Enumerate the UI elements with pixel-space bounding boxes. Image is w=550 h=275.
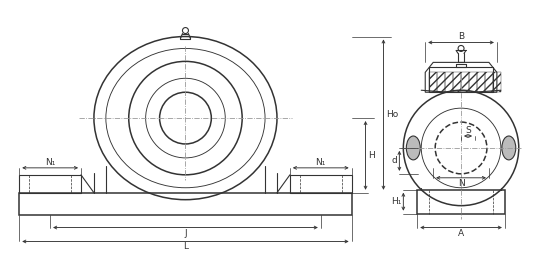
Text: H: H xyxy=(368,151,375,160)
Ellipse shape xyxy=(502,136,516,160)
Text: N: N xyxy=(458,179,464,188)
Text: H₁: H₁ xyxy=(391,197,401,206)
Text: N₁: N₁ xyxy=(45,158,56,167)
Text: N₁: N₁ xyxy=(316,158,326,167)
Text: B: B xyxy=(458,32,464,42)
Text: d: d xyxy=(392,156,398,165)
Ellipse shape xyxy=(406,136,420,160)
Text: L: L xyxy=(183,243,188,251)
Text: A: A xyxy=(458,229,464,238)
Text: S: S xyxy=(465,126,471,135)
Text: J: J xyxy=(184,229,187,238)
Text: Ho: Ho xyxy=(387,110,399,119)
